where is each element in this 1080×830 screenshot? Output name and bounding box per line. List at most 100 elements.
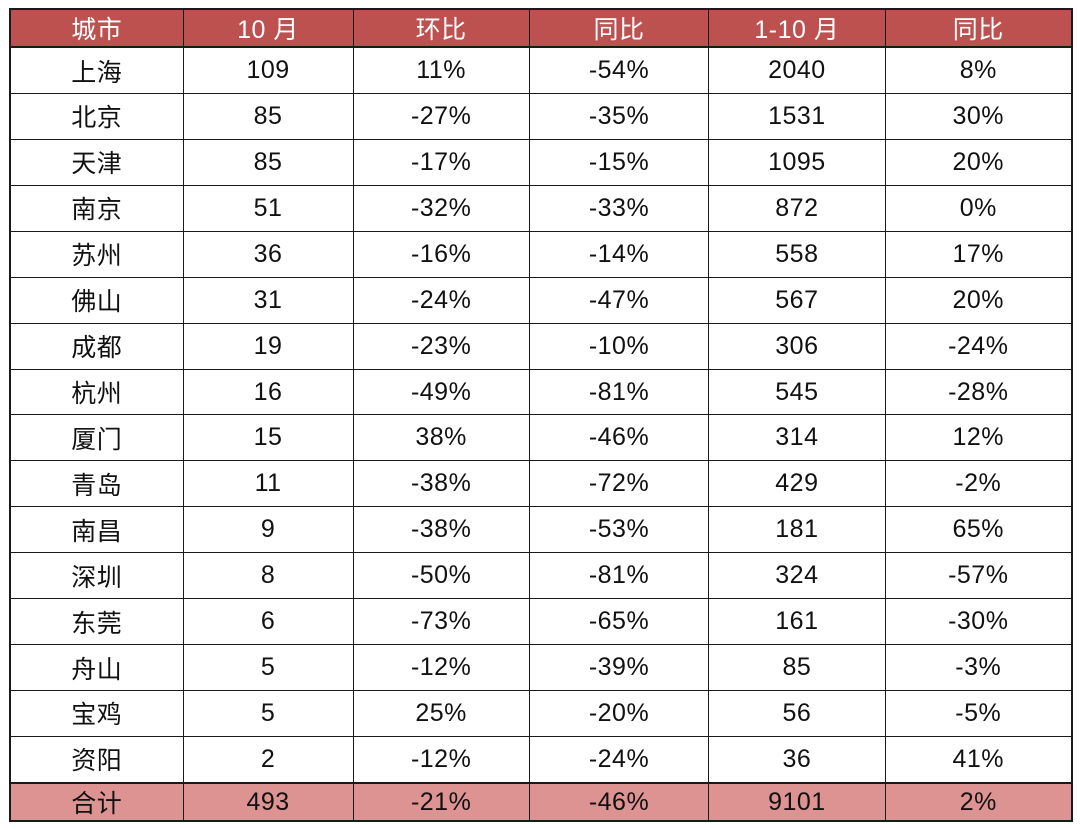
- cell-ytd_yoy: 12%: [884, 414, 1073, 462]
- cell-yoy: -65%: [528, 598, 710, 646]
- table-row: 苏州 36 -16% -14% 558 17%: [9, 230, 1073, 278]
- cell-ytd: 567: [708, 276, 886, 324]
- cell-yoy: -15%: [528, 138, 710, 186]
- cell-yoy: -72%: [528, 460, 710, 508]
- cell-yoy: -46%: [528, 414, 710, 462]
- cell-ytd_yoy: -5%: [884, 690, 1073, 737]
- cell-oct: 9: [182, 506, 354, 554]
- total-cell-ytd-yoy: 2%: [884, 782, 1073, 822]
- column-header-oct: 10 月: [182, 8, 354, 48]
- column-header-mom: 环比: [352, 8, 530, 48]
- cell-oct: 36: [182, 230, 354, 278]
- cell-ytd: 545: [708, 368, 886, 416]
- header-row: 城市 10 月 环比 同比 1-10 月 同比: [9, 8, 1073, 48]
- table-row: 青岛 11 -38% -72% 429 -2%: [9, 460, 1073, 508]
- cell-oct: 15: [182, 414, 354, 462]
- cell-ytd: 2040: [708, 46, 886, 95]
- table-row: 天津 85 -17% -15% 1095 20%: [9, 138, 1073, 186]
- cell-oct: 5: [182, 690, 354, 737]
- cell-oct: 85: [182, 93, 354, 140]
- cell-city: 舟山: [9, 644, 184, 692]
- cell-city: 南京: [9, 184, 184, 232]
- column-header-ytd-yoy: 同比: [884, 8, 1073, 48]
- cell-mom: -17%: [352, 138, 530, 186]
- table-row: 东莞 6 -73% -65% 161 -30%: [9, 598, 1073, 646]
- table-row: 杭州 16 -49% -81% 545 -28%: [9, 368, 1073, 416]
- cell-ytd: 161: [708, 598, 886, 646]
- cell-yoy: -47%: [528, 276, 710, 324]
- total-cell-oct: 493: [182, 782, 354, 822]
- cell-mom: -12%: [352, 644, 530, 692]
- table-row: 厦门 15 38% -46% 314 12%: [9, 414, 1073, 462]
- cell-ytd_yoy: -2%: [884, 460, 1073, 508]
- cell-oct: 2: [182, 735, 354, 784]
- cell-city: 东莞: [9, 598, 184, 646]
- cell-mom: -23%: [352, 322, 530, 370]
- cell-yoy: -81%: [528, 552, 710, 600]
- total-cell-city: 合计: [9, 782, 184, 822]
- cell-yoy: -35%: [528, 93, 710, 140]
- cell-city: 厦门: [9, 414, 184, 462]
- cell-ytd: 314: [708, 414, 886, 462]
- cell-yoy: -81%: [528, 368, 710, 416]
- cell-mom: -16%: [352, 230, 530, 278]
- cell-mom: 25%: [352, 690, 530, 737]
- cell-ytd: 1095: [708, 138, 886, 186]
- cell-city: 佛山: [9, 276, 184, 324]
- cell-ytd_yoy: -24%: [884, 322, 1073, 370]
- cell-mom: -12%: [352, 735, 530, 784]
- cell-ytd: 181: [708, 506, 886, 554]
- cell-mom: -73%: [352, 598, 530, 646]
- cell-yoy: -20%: [528, 690, 710, 737]
- cell-ytd: 36: [708, 735, 886, 784]
- total-row: 合计 493 -21% -46% 9101 2%: [9, 782, 1073, 822]
- city-sales-table: 城市 10 月 环比 同比 1-10 月 同比 上海 109 11% -54% 2040…: [9, 8, 1073, 822]
- cell-yoy: -24%: [528, 735, 710, 784]
- table-row: 宝鸡 5 25% -20% 56 -5%: [9, 690, 1073, 737]
- cell-oct: 6: [182, 598, 354, 646]
- table-row: 舟山 5 -12% -39% 85 -3%: [9, 644, 1073, 692]
- table-row: 南昌 9 -38% -53% 181 65%: [9, 506, 1073, 554]
- cell-oct: 16: [182, 368, 354, 416]
- cell-ytd_yoy: 20%: [884, 276, 1073, 324]
- column-header-yoy: 同比: [528, 8, 710, 48]
- cell-city: 成都: [9, 322, 184, 370]
- cell-city: 南昌: [9, 506, 184, 554]
- cell-city: 杭州: [9, 368, 184, 416]
- cell-ytd_yoy: 20%: [884, 138, 1073, 186]
- cell-mom: -38%: [352, 506, 530, 554]
- cell-city: 北京: [9, 93, 184, 140]
- cell-yoy: -54%: [528, 46, 710, 95]
- cell-ytd_yoy: 41%: [884, 735, 1073, 784]
- cell-oct: 8: [182, 552, 354, 600]
- cell-city: 深圳: [9, 552, 184, 600]
- cell-oct: 109: [182, 46, 354, 95]
- cell-ytd_yoy: 65%: [884, 506, 1073, 554]
- cell-mom: -27%: [352, 93, 530, 140]
- cell-oct: 11: [182, 460, 354, 508]
- cell-city: 天津: [9, 138, 184, 186]
- cell-yoy: -33%: [528, 184, 710, 232]
- table-body: 上海 109 11% -54% 2040 8% 北京 85 -27% -35% 1531 30% 天津 8…: [9, 46, 1073, 784]
- table-row: 北京 85 -27% -35% 1531 30%: [9, 93, 1073, 140]
- cell-ytd_yoy: 17%: [884, 230, 1073, 278]
- cell-mom: -32%: [352, 184, 530, 232]
- cell-yoy: -10%: [528, 322, 710, 370]
- cell-ytd: 56: [708, 690, 886, 737]
- total-cell-mom: -21%: [352, 782, 530, 822]
- cell-oct: 31: [182, 276, 354, 324]
- table-row: 资阳 2 -12% -24% 36 41%: [9, 735, 1073, 784]
- cell-ytd: 324: [708, 552, 886, 600]
- cell-yoy: -53%: [528, 506, 710, 554]
- cell-ytd: 85: [708, 644, 886, 692]
- cell-ytd_yoy: 0%: [884, 184, 1073, 232]
- cell-oct: 85: [182, 138, 354, 186]
- total-cell-yoy: -46%: [528, 782, 710, 822]
- cell-mom: -50%: [352, 552, 530, 600]
- cell-mom: 38%: [352, 414, 530, 462]
- cell-ytd_yoy: 8%: [884, 46, 1073, 95]
- cell-ytd_yoy: -28%: [884, 368, 1073, 416]
- cell-city: 宝鸡: [9, 690, 184, 737]
- table-row: 佛山 31 -24% -47% 567 20%: [9, 276, 1073, 324]
